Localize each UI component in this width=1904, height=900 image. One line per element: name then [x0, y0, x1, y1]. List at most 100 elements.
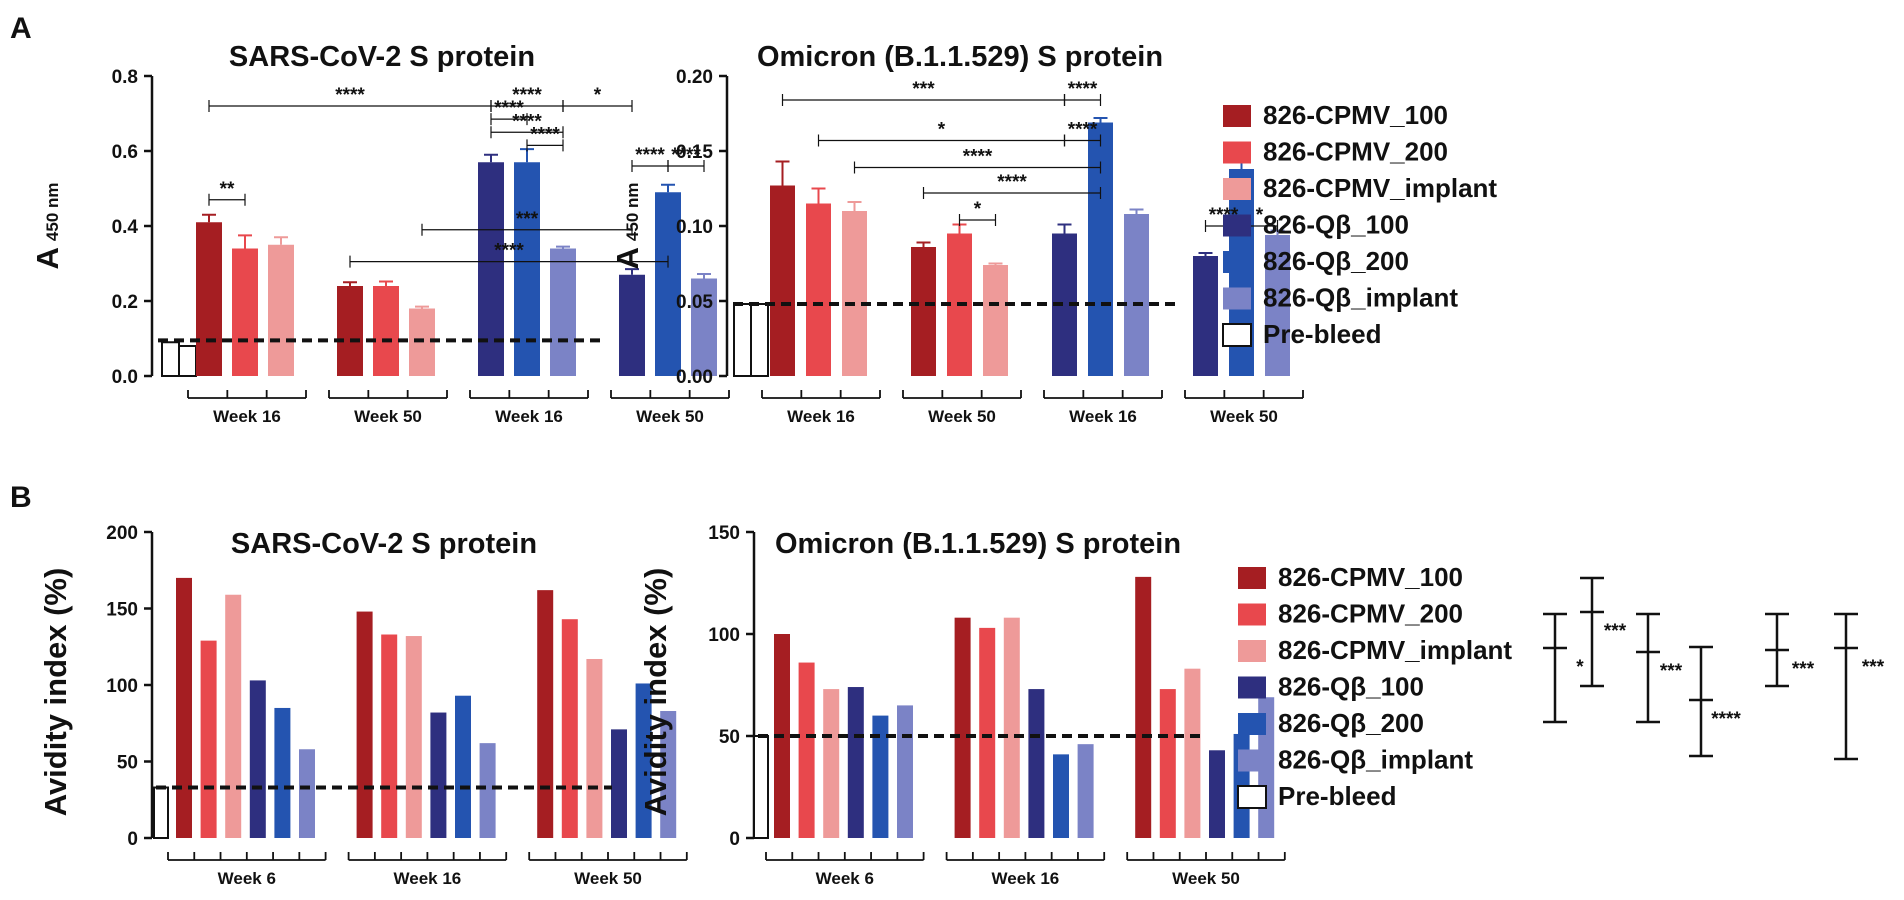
y-tick-label: 0.00: [676, 367, 713, 388]
significance-label: ****: [512, 85, 542, 106]
prebleed-bar: [733, 303, 752, 377]
avidity-sig-label: ****: [1711, 709, 1741, 730]
y-tick-label: 0.05: [676, 292, 713, 313]
bar: [1077, 744, 1094, 838]
group-label: Week 16: [1069, 407, 1137, 426]
y-axis-label: Avidity index (%): [38, 568, 73, 817]
prebleed-bar: [161, 341, 180, 377]
group-label: Week 50: [1172, 869, 1240, 888]
significance-label: ****: [997, 172, 1027, 193]
panel-letter-a: A: [10, 12, 32, 45]
significance-label: *: [938, 120, 946, 141]
bar: [1159, 689, 1176, 838]
bar: [1003, 617, 1020, 838]
significance-label: ***: [516, 209, 539, 230]
significance-label: **: [220, 179, 235, 200]
y-tick-label: 150: [106, 600, 138, 621]
significance-label: ****: [671, 145, 701, 166]
bar: [655, 192, 681, 376]
group-label: Week 16: [992, 869, 1060, 888]
prebleed-bar: [153, 786, 169, 840]
group-label: Week 16: [213, 407, 281, 426]
legend-label: 826-Qβ_100: [1278, 672, 1424, 702]
significance-label: ****: [494, 98, 524, 119]
legend-swatch: [1238, 640, 1266, 662]
bar: [979, 627, 996, 838]
significance-label: *: [974, 199, 982, 220]
bar: [1209, 750, 1225, 838]
avidity-sig-label: *: [1576, 657, 1584, 678]
group-label: Week 16: [787, 407, 855, 426]
group-label: Week 50: [928, 407, 996, 426]
bar: [842, 211, 867, 376]
bar: [1088, 122, 1113, 376]
y-tick-label: 0.20: [676, 67, 713, 88]
y-axis-label: Avidity index (%): [638, 568, 673, 817]
bar: [225, 594, 242, 838]
prebleed-bar: [753, 735, 769, 839]
bar: [537, 590, 554, 838]
bar: [455, 695, 471, 838]
y-tick-label: 0.6: [112, 142, 138, 163]
chart-omicron-absorbance: Omicron (B.1.1.529) S protein A 450 nm 0.00…: [610, 41, 1304, 426]
legend-label: 826-CPMV_implant: [1263, 173, 1497, 203]
bar: [619, 274, 645, 376]
group-label: Week 6: [816, 869, 874, 888]
y-tick-label: 150: [708, 523, 740, 544]
avidity-significance-bars: ************** ***: [1543, 576, 1885, 761]
y-tick-label: 0.15: [676, 142, 713, 163]
significance-label: ****: [963, 147, 993, 168]
avidity-sig-label: ***: [1604, 621, 1627, 642]
legend-swatch: [1223, 287, 1251, 310]
significance-label: *: [1256, 205, 1264, 226]
bar: [196, 222, 222, 376]
group-label: Week 50: [354, 407, 422, 426]
y-axis-label: A 450 nm: [610, 183, 645, 270]
legend-swatch: [1238, 749, 1266, 772]
significance-label: ****: [1068, 79, 1098, 100]
bar: [1028, 689, 1045, 838]
bar: [823, 689, 840, 838]
bar: [299, 749, 315, 838]
bar: [954, 617, 971, 838]
bar: [232, 248, 258, 376]
significance-label: ****: [335, 85, 365, 106]
y-tick-label: 50: [719, 727, 740, 748]
bar: [1184, 668, 1201, 838]
group-label: Week 16: [394, 869, 462, 888]
group-label: Week 50: [574, 869, 642, 888]
bar: [405, 636, 422, 838]
legend-label: 826-CPMV_implant: [1278, 635, 1512, 665]
bar: [561, 619, 578, 838]
bar: [911, 247, 936, 376]
bar: [176, 577, 192, 838]
bar: [356, 611, 373, 838]
bar: [806, 203, 831, 376]
legend-label: 826-CPMV_200: [1278, 599, 1463, 629]
bar: [430, 712, 447, 838]
significance-label: ****: [512, 111, 542, 132]
y-axis-label-sub: 450 nm: [623, 183, 642, 242]
legend-label: 826-CPMV_200: [1263, 137, 1448, 167]
y-tick-label: 200: [106, 523, 138, 544]
chart-sars-cov-2-avidity: SARS-CoV-2 S protein Avidity index (%) 0 50…: [38, 523, 688, 888]
y-axis-label-sub: 450 nm: [43, 183, 62, 242]
significance-label: ****: [494, 241, 524, 262]
bar: [1124, 214, 1149, 376]
legend-swatch: [1223, 251, 1251, 273]
y-tick-label: 0.4: [112, 217, 139, 238]
legend-label: 826-Qβ_implant: [1263, 283, 1458, 313]
avidity-sig-label: ***: [1862, 657, 1885, 678]
bar: [337, 286, 363, 376]
y-axis-label-main: A: [30, 247, 65, 269]
group-label: Week 50: [636, 407, 704, 426]
avidity-sig-label: ***: [1660, 661, 1683, 682]
legend-panel-b: 826-CPMV_100 826-CPMV_200 826-CPMV_implant…: [1237, 562, 1512, 811]
bar: [1193, 256, 1218, 376]
legend-swatch: [1238, 567, 1266, 589]
bar: [381, 634, 398, 838]
y-axis-label-main: A: [610, 247, 645, 269]
bar: [514, 162, 540, 376]
bar: [200, 640, 217, 838]
legend-label: Pre-bleed: [1278, 781, 1397, 811]
